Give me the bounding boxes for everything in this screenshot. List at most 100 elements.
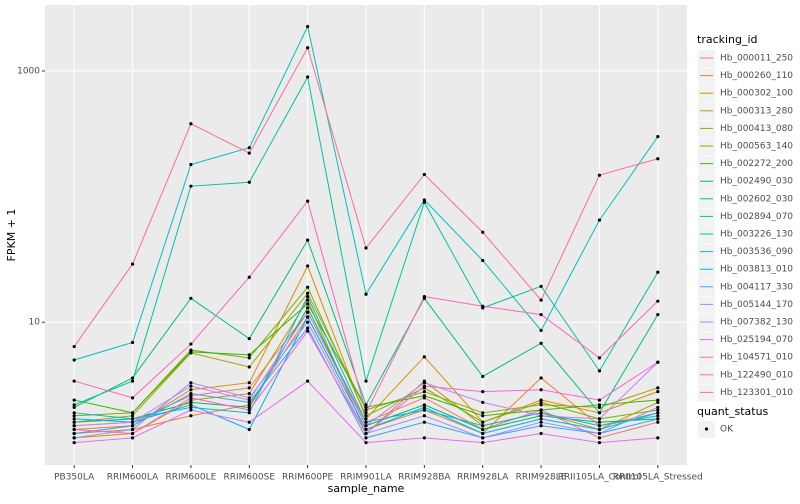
legend-label: Hb_000563_140 [720,142,793,152]
data-point [422,394,426,398]
legend-label: Hb_000011_250 [720,54,793,64]
data-point [539,403,543,407]
data-point [481,414,485,418]
data-point [130,340,135,345]
data-point [539,424,543,428]
legend-title: tracking_id [697,33,758,46]
legend-title: quant_status [697,405,769,418]
data-point [189,342,193,346]
data-point [481,436,485,440]
data-point [422,200,426,204]
data-point [306,285,310,289]
data-point [539,388,543,392]
data-point [481,400,485,404]
data-point [189,122,193,126]
data-point [72,411,76,415]
legend-swatch [704,427,709,431]
data-point [247,403,251,407]
data-point [364,292,368,296]
data-point [247,400,251,404]
data-point [306,46,310,50]
data-point [247,337,251,341]
data-point [247,386,251,390]
data-point [597,441,602,445]
data-point [189,398,193,402]
data-point [130,420,135,424]
data-point [656,408,660,412]
data-point [247,392,251,396]
data-point [72,427,76,432]
x-tick-label: RRIM928LA [457,473,509,483]
data-point [364,420,368,424]
data-point [189,384,193,388]
data-point [189,388,193,392]
data-point [72,398,76,402]
x-tick-label: RRIM600LA [107,473,159,483]
data-point [656,414,660,418]
data-point [597,398,602,402]
data-point [656,390,660,394]
data-point [364,436,368,440]
data-point [189,405,193,409]
data-point [189,296,193,300]
data-point [597,218,602,222]
marks [72,24,660,445]
data-point [130,414,135,418]
legend-label: Hb_004117_330 [720,282,793,292]
data-point [539,411,543,415]
data-point [481,441,485,445]
data-point [539,420,543,424]
data-point [364,246,368,250]
data-point [597,173,602,177]
data-point [597,369,602,373]
data-point [597,420,602,424]
data-point [656,420,660,424]
data-point [130,396,135,400]
data-point [422,414,426,418]
data-point [130,411,135,415]
data-point [364,411,368,415]
data-point [189,162,193,167]
data-point [247,420,251,424]
x-tick-label: RRIM928LE [516,473,567,483]
data-point [247,275,251,279]
data-point [306,379,310,383]
data-point [189,396,193,400]
data-point [130,427,135,432]
data-point [422,390,426,394]
data-point [306,291,310,295]
data-point [72,358,76,362]
data-point [597,417,602,421]
data-point [364,417,368,421]
data-point [247,180,251,184]
legend-label: Hb_000413_080 [720,124,793,134]
data-point [539,284,543,288]
data-point [364,427,368,432]
data-point [306,329,310,333]
data-point [481,420,485,424]
data-point [306,298,310,302]
data-point [481,427,485,432]
legend-label: Hb_000260_110 [720,71,793,81]
data-point [364,408,368,412]
data-point [72,405,76,409]
data-point [72,414,76,418]
data-point [422,384,426,388]
data-point [539,408,543,412]
data-point [481,230,485,234]
y-axis-label: FPKM + 1 [5,209,18,262]
data-point [539,431,543,436]
data-point [72,441,76,445]
data-point [189,414,193,418]
data-point [189,403,193,407]
legend-label: Hb_123301_010 [720,388,793,398]
data-point [306,75,310,79]
data-point [189,392,193,396]
data-point [364,414,368,418]
data-point [72,403,76,407]
data-point [247,396,251,400]
data-point [656,157,660,161]
data-point [539,376,543,380]
data-point [306,294,310,299]
